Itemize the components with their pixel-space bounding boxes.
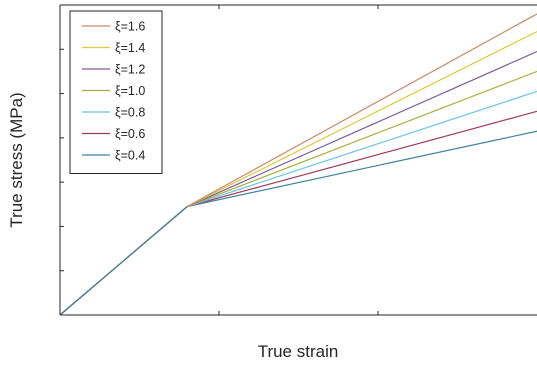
legend-label: ξ=0.4 (115, 149, 145, 163)
legend-label: ξ=0.8 (115, 106, 145, 120)
series-lines (59, 13, 537, 316)
legend-label: ξ=1.6 (115, 20, 145, 34)
legend-label: ξ=1.2 (115, 63, 145, 77)
legend-box (69, 10, 163, 174)
x-axis-label: True strain (258, 342, 339, 361)
legend-label: ξ=1.0 (115, 84, 145, 98)
legend: ξ=1.6 ξ=1.4 ξ=1.2 ξ=1.0 ξ=0.8 ξ=0.6 ξ=0.4 (69, 10, 163, 174)
legend-label: ξ=0.6 (115, 127, 145, 141)
series-line-shared-segment (59, 206, 188, 316)
legend-label: ξ=1.4 (115, 41, 145, 55)
axes (59, 4, 537, 316)
y-axis-label: True stress (MPa) (7, 92, 26, 227)
